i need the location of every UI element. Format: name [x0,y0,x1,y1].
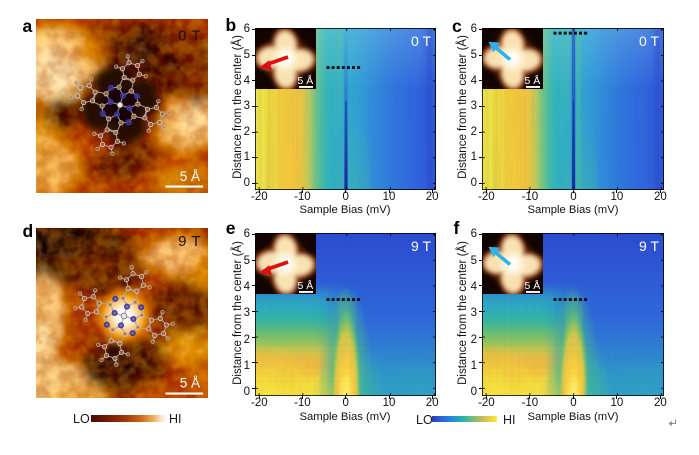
svg-text:5 Å: 5 Å [180,376,200,391]
svg-text:5 Å: 5 Å [525,279,541,292]
svg-text:0 T: 0 T [411,33,431,49]
svg-text:5 Å: 5 Å [525,74,541,87]
svg-text:5 Å: 5 Å [180,169,200,184]
svg-text:0 T: 0 T [178,28,201,45]
svg-text:9 T: 9 T [639,238,659,254]
svg-text:5 Å: 5 Å [298,279,314,292]
svg-text:5 Å: 5 Å [298,74,314,87]
svg-text:9 T: 9 T [178,233,201,250]
svg-text:9 T: 9 T [411,238,431,254]
svg-text:0 T: 0 T [639,33,659,49]
